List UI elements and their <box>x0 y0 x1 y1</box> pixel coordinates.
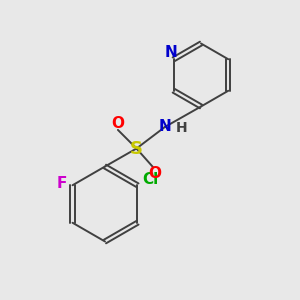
Text: N: N <box>159 119 171 134</box>
Text: Cl: Cl <box>142 172 158 187</box>
Text: O: O <box>148 166 161 181</box>
Text: F: F <box>57 176 67 191</box>
Text: S: S <box>130 140 143 158</box>
Text: N: N <box>164 45 177 60</box>
Text: O: O <box>111 116 124 131</box>
Text: H: H <box>176 122 187 135</box>
